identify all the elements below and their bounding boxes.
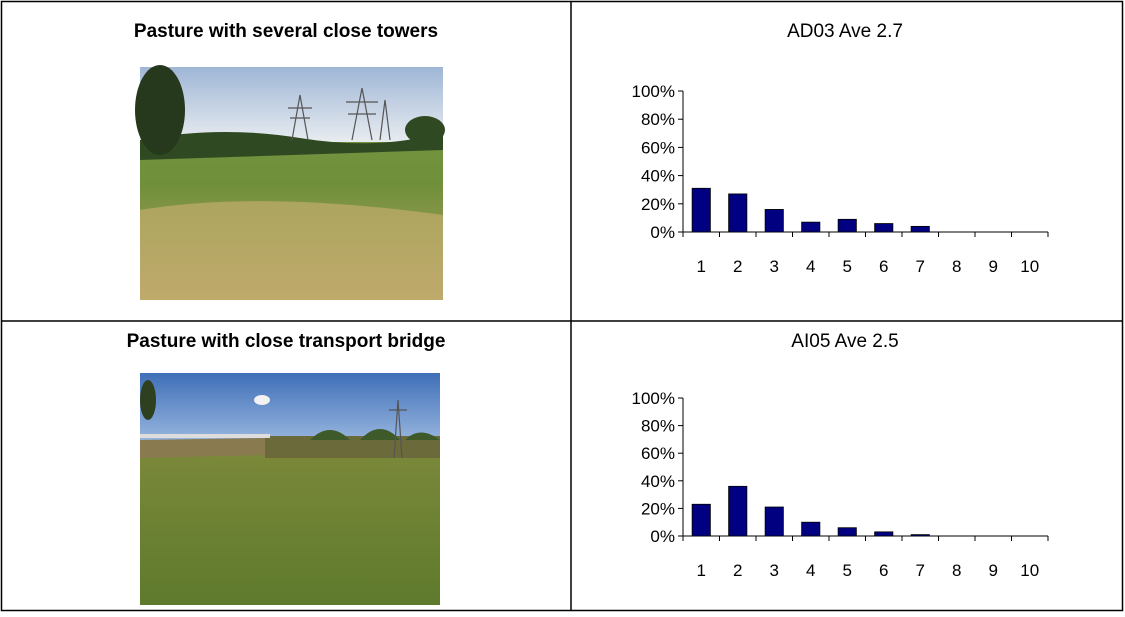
bar [874, 223, 894, 233]
bar [837, 218, 857, 233]
y-tick-label: 20% [641, 195, 675, 214]
bar [910, 225, 930, 233]
bar [691, 503, 711, 537]
x-tick-label: 8 [952, 561, 961, 580]
y-tick-label: 80% [641, 110, 675, 129]
x-tick-label: 1 [697, 257, 706, 276]
bar [764, 209, 784, 233]
photo [135, 65, 445, 300]
y-tick-label: 100% [632, 389, 675, 408]
x-tick-label: 6 [879, 561, 888, 580]
bar [764, 506, 784, 537]
y-tick-label: 100% [632, 82, 675, 101]
y-tick-label: 60% [641, 138, 675, 157]
bar [801, 521, 821, 537]
x-tick-label: 5 [843, 561, 852, 580]
chart-title: AD03 Ave 2.7 [787, 21, 903, 42]
x-tick-label: 5 [843, 257, 852, 276]
row-label: Pasture with several close towers [134, 21, 438, 42]
x-tick-label: 3 [770, 257, 779, 276]
x-tick-label: 8 [952, 257, 961, 276]
y-tick-label: 60% [641, 444, 675, 463]
x-tick-label: 1 [697, 561, 706, 580]
y-tick-label: 0% [650, 223, 675, 242]
y-tick-label: 20% [641, 499, 675, 518]
x-tick-label: 4 [806, 257, 815, 276]
y-tick-label: 40% [641, 167, 675, 186]
x-tick-label: 9 [989, 257, 998, 276]
bar [874, 531, 894, 537]
x-tick-label: 10 [1020, 561, 1039, 580]
x-tick-label: 7 [916, 561, 925, 580]
x-tick-label: 3 [770, 561, 779, 580]
x-tick-label: 7 [916, 257, 925, 276]
bar [837, 527, 857, 537]
x-tick-label: 2 [733, 257, 742, 276]
x-tick-label: 4 [806, 561, 815, 580]
bar [728, 485, 748, 537]
x-tick-label: 2 [733, 561, 742, 580]
y-tick-label: 0% [650, 527, 675, 546]
x-tick-label: 10 [1020, 257, 1039, 276]
chart-title: AI05 Ave 2.5 [791, 331, 898, 352]
bar [691, 187, 711, 233]
y-tick-label: 80% [641, 417, 675, 436]
x-tick-label: 6 [879, 257, 888, 276]
row-label: Pasture with close transport bridge [127, 331, 446, 352]
bar [728, 193, 748, 233]
bar [801, 221, 821, 233]
y-tick-label: 40% [641, 472, 675, 491]
photo [140, 373, 440, 605]
bar [910, 534, 930, 537]
x-tick-label: 9 [989, 561, 998, 580]
